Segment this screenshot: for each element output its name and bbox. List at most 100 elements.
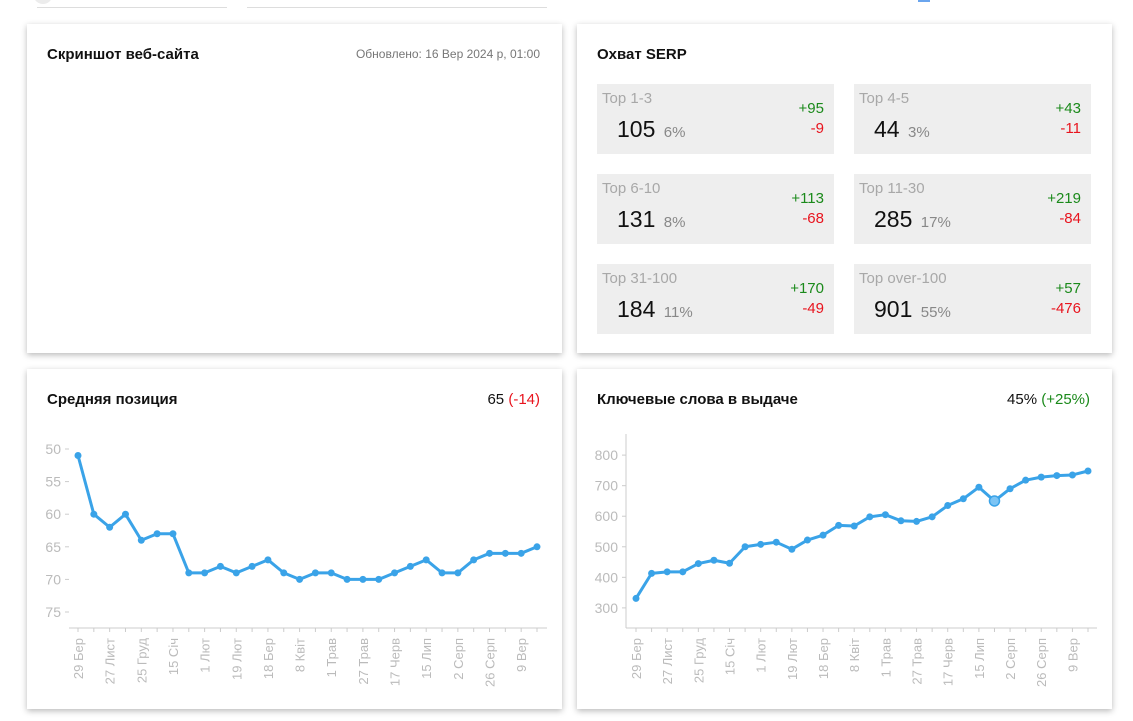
data-point: [694, 560, 702, 568]
x-tick-label: 9 Вер: [1065, 638, 1080, 672]
website-screenshot-card: Скриншот веб-сайта Обновлено: 16 Вер 202…: [27, 24, 562, 353]
tile-lost: -68: [802, 210, 824, 227]
y-tick-label: 75: [45, 604, 61, 620]
data-point: [470, 556, 478, 564]
data-point: [988, 495, 1001, 507]
tile-lost: -476: [1050, 300, 1081, 317]
serp-tile[interactable]: Top 4-5 44 3% +43 -11: [854, 84, 1091, 154]
x-tick-label: 29 Бер: [629, 638, 644, 679]
x-tick-label: 8 Квіт: [847, 638, 862, 672]
x-tick-label: 27 Лист: [660, 638, 675, 684]
tile-percent: 11%: [663, 304, 693, 321]
data-point: [90, 510, 98, 518]
x-tick-label: 27 Трав: [910, 638, 925, 685]
data-point: [153, 530, 161, 538]
tile-percent: 17%: [920, 214, 951, 231]
average-position-chart[interactable]: 50 55 60 65 70 75 29 Бер 27 Лист 25 Груд 15 Січ 1 …: [27, 369, 562, 709]
tile-label: Top 11-30: [859, 180, 925, 197]
keywords-in-serp-card: Ключевые слова в выдаче 45% (+25%) 300 40…: [577, 369, 1112, 709]
x-tick-label: 15 Лип: [972, 638, 987, 679]
tile-gained: +170: [790, 280, 824, 297]
x-tick-label: 2 Серп: [1003, 638, 1018, 680]
x-tick-label: 9 Вер: [514, 638, 529, 672]
tile-gained: +95: [798, 100, 824, 117]
serp-tile[interactable]: Top 31-100 184 11% +170 -49: [597, 264, 834, 334]
data-point: [710, 556, 718, 564]
data-point: [1022, 476, 1030, 484]
average-position-card: Средняя позиция 65 (-14) 50 55 60 65 70 75 29 …: [27, 369, 562, 709]
tile-value: 184: [617, 296, 656, 322]
x-tick-label: 19 Лют: [229, 638, 244, 680]
data-point: [438, 569, 446, 577]
serp-tile[interactable]: Top 6-10 131 8% +113 -68: [597, 174, 834, 244]
x-tick-label: 27 Лист: [103, 638, 118, 684]
x-tick-label: 29 Бер: [71, 638, 86, 679]
serp-coverage-card: Охват SERP Top 1-3 105 6% +95 -9 Top 4-5 44 3…: [577, 24, 1112, 353]
data-point: [1037, 473, 1045, 481]
x-tick-label: 17 Черв: [388, 638, 403, 686]
data-point: [819, 531, 827, 539]
data-point: [486, 549, 494, 557]
tile-value-wrap: 105 6%: [617, 116, 685, 143]
data-point: [74, 452, 82, 460]
data-point: [533, 543, 541, 551]
data-point: [803, 536, 811, 544]
data-point: [1006, 485, 1014, 493]
topbar-search-underline[interactable]: [247, 7, 547, 8]
tile-percent: 3%: [907, 124, 930, 141]
tile-gained: +43: [1055, 100, 1081, 117]
data-point: [881, 511, 889, 519]
tile-value-wrap: 901 55%: [874, 296, 951, 323]
serp-tile[interactable]: Top over-100 901 55% +57 -476: [854, 264, 1091, 334]
serp-tile[interactable]: Top 11-30 285 17% +219 -84: [854, 174, 1091, 244]
series-line: [634, 469, 1089, 600]
data-point: [850, 522, 858, 530]
tile-value: 105: [617, 116, 656, 142]
data-point: [757, 540, 765, 548]
tile-gained: +219: [1047, 190, 1081, 207]
y-tick-label: 55: [45, 474, 61, 490]
x-tick-label: 18 Бер: [261, 638, 276, 679]
tile-value: 285: [874, 206, 913, 232]
data-point: [726, 559, 734, 567]
data-point: [185, 569, 193, 577]
x-tick-label: 26 Серп: [1034, 638, 1049, 687]
avatar[interactable]: [34, 0, 52, 4]
data-point: [106, 523, 114, 531]
keywords-chart[interactable]: 300 400 500 600 700 800 29 Бер 27 Лист 25 Груд 15…: [577, 369, 1112, 709]
tile-value: 131: [617, 206, 656, 232]
data-point: [517, 549, 525, 557]
x-tick-label: 26 Серп: [483, 638, 498, 687]
data-point: [632, 594, 640, 602]
data-point: [359, 575, 367, 583]
topbar-link[interactable]: [918, 0, 930, 2]
data-point: [663, 568, 671, 576]
data-point: [772, 538, 780, 546]
topbar-field-underline[interactable]: [37, 7, 227, 8]
tile-percent: 6%: [663, 124, 686, 141]
data-point: [327, 569, 335, 577]
x-tick-label: 2 Серп: [451, 638, 466, 680]
data-point: [1053, 472, 1061, 480]
tile-label: Top 6-10: [602, 180, 661, 197]
tile-gained: +57: [1055, 280, 1081, 297]
screenshot-preview[interactable]: [47, 74, 542, 333]
x-tick-label: 1 Лют: [198, 638, 213, 673]
data-point: [1068, 471, 1076, 479]
data-point: [648, 569, 656, 577]
data-point: [264, 556, 272, 564]
tile-lost: -9: [810, 120, 824, 137]
serp-tile[interactable]: Top 1-3 105 6% +95 -9: [597, 84, 834, 154]
x-tick-label: 8 Квіт: [293, 638, 308, 672]
data-point: [975, 483, 983, 491]
data-point: [201, 569, 209, 577]
average-position-summary: 65 (-14): [487, 391, 540, 408]
data-point: [311, 569, 319, 577]
y-tick-label: 60: [45, 506, 61, 522]
tile-value-wrap: 131 8%: [617, 206, 685, 233]
tile-value: 44: [874, 116, 900, 142]
data-point: [422, 556, 430, 564]
data-point: [959, 495, 967, 503]
card-title: Охват SERP: [597, 46, 687, 63]
tile-value: 901: [874, 296, 913, 322]
